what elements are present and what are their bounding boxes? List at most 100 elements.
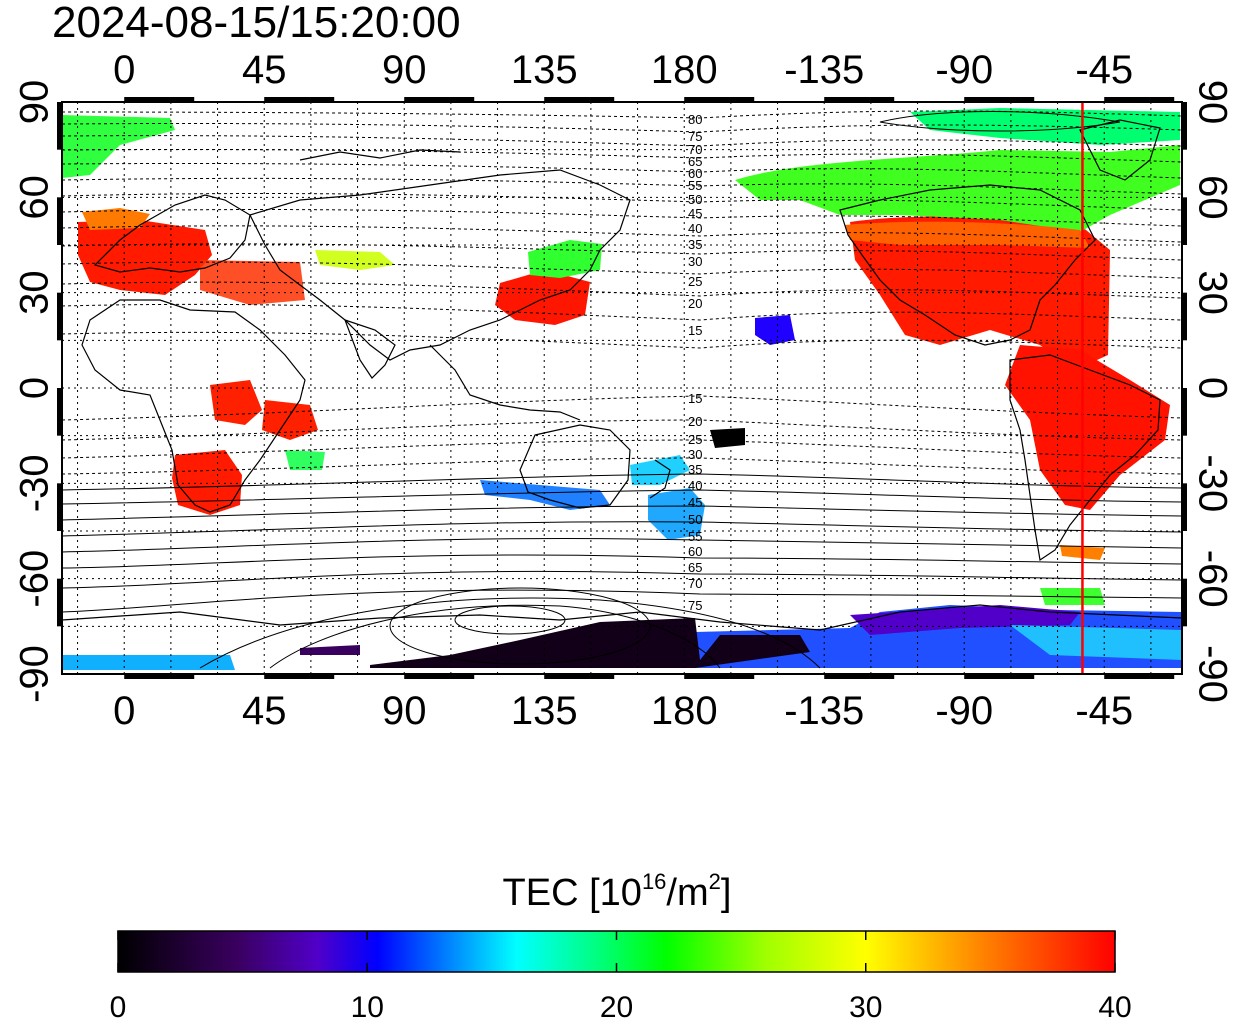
- dip-latitude-contours: [62, 110, 1182, 669]
- tec-europe: [78, 220, 212, 295]
- contour-label: 50: [688, 192, 702, 207]
- lon-tick-bottom: -90: [935, 689, 993, 733]
- lat-tick-left: 60: [13, 175, 57, 220]
- lat-tick-left: 90: [13, 80, 57, 125]
- frame-bar-left: [57, 578, 62, 627]
- lon-tick-bottom: 180: [651, 689, 718, 733]
- lon-tick-top: 90: [382, 48, 427, 92]
- frame-bar-bottom: [404, 674, 475, 679]
- tec-canada-green: [735, 145, 1180, 232]
- contour-label: 55: [688, 178, 702, 193]
- tec-europe-orange: [82, 208, 150, 230]
- asia-outline: [249, 169, 631, 361]
- frame-bar-top: [824, 97, 895, 102]
- lon-tick-top: -90: [935, 48, 993, 92]
- tec-canada-north: [910, 108, 1180, 145]
- contour-label: 25: [688, 432, 702, 447]
- colorbar-tick-label: 0: [110, 991, 127, 1021]
- lat-tick-left: -90: [13, 645, 57, 703]
- lat-tick-left: 0: [13, 377, 57, 399]
- axis-tick-labels: 0 45 90 135 180 -135 -90 -45 0 45 90 135 180 -135 -90 -…: [13, 48, 1235, 733]
- contour-labels: 8075706560555045403530252015152025303540…: [688, 112, 702, 613]
- frame-bar-left: [57, 388, 62, 436]
- nz-outline: [649, 459, 671, 499]
- contour-label: 50: [688, 512, 702, 527]
- india-outline: [343, 319, 396, 379]
- contour-label: 70: [688, 142, 702, 157]
- contour-label: 35: [688, 237, 702, 252]
- lon-tick-top: 180: [651, 48, 718, 92]
- contour-label: 45: [688, 206, 702, 221]
- frame-bar-bottom: [1104, 674, 1175, 679]
- lon-tick-top: -135: [784, 48, 864, 92]
- tec-green-patch-africa: [285, 450, 325, 470]
- tec-antarctic-purple2: [300, 645, 360, 655]
- frame-bar-bottom: [684, 674, 755, 679]
- tec-us-orange: [845, 221, 1090, 248]
- contour-label: 60: [688, 544, 702, 559]
- tec-greenland-west: [62, 115, 175, 178]
- frame-bar-right: [1182, 578, 1187, 627]
- axis-frame-bars: [57, 97, 1187, 679]
- map-title: 2024-08-15/15:20:00: [52, 0, 461, 47]
- contour-label: 40: [688, 478, 702, 493]
- frame-bar-bottom: [824, 674, 895, 679]
- europe-outline: [93, 194, 251, 273]
- frame-bar-left: [57, 483, 62, 531]
- coastlines: [62, 119, 1182, 631]
- contour-label: 30: [688, 447, 702, 462]
- lat-tick-right: 30: [1190, 270, 1234, 315]
- frame-bar-bottom: [544, 674, 615, 679]
- colorbar-label: TEC [1016/m2]: [503, 869, 732, 914]
- frame-bar-bottom: [964, 674, 1035, 679]
- contour-label: 20: [688, 414, 702, 429]
- lat-tick-right: 0: [1190, 377, 1234, 399]
- arctic-islands: [299, 149, 461, 161]
- frame-bar-right: [1182, 197, 1187, 245]
- australia-outline: [519, 424, 631, 509]
- colorbar-tick-label: 40: [1098, 991, 1131, 1021]
- colorbar-ticks: 0 10 20 30 40: [110, 931, 1132, 1021]
- colorbar-tick-label: 10: [351, 991, 384, 1021]
- contour-label: 40: [688, 221, 702, 236]
- contour-label: 65: [688, 560, 702, 575]
- frame-bar-left: [57, 292, 62, 341]
- frame-bar-top: [1104, 97, 1175, 102]
- frame-bar-bottom: [124, 674, 195, 679]
- africa-outline: [81, 299, 306, 513]
- tec-mideast: [200, 260, 305, 305]
- contour-label: 60: [688, 166, 702, 181]
- lon-tick-bottom: 90: [382, 689, 427, 733]
- contour-label: 25: [688, 274, 702, 289]
- contour-label: 20: [688, 296, 702, 311]
- lat-tick-right: 90: [1190, 80, 1234, 125]
- south-america-outline: [1009, 354, 1161, 562]
- colorbar: TEC [1016/m2] 0 10 20 30 40: [110, 869, 1132, 1021]
- antarctica-outline: [62, 604, 1182, 631]
- lat-tick-right: 60: [1190, 175, 1234, 220]
- colorbar-tick-label: 30: [849, 991, 882, 1021]
- lat-tick-right: -90: [1190, 645, 1234, 703]
- tec-antarctic-cyan: [1010, 625, 1182, 660]
- contour-label: 45: [688, 495, 702, 510]
- frame-bar-top: [124, 97, 195, 102]
- lat-tick-left: 30: [13, 270, 57, 315]
- se-asia-outline: [429, 344, 581, 421]
- contour-label: 15: [688, 391, 702, 406]
- lon-tick-top: 45: [242, 48, 287, 92]
- frame-bar-top: [964, 97, 1035, 102]
- contour-label: 80: [688, 112, 702, 127]
- tec-australia-east: [630, 455, 690, 485]
- contour-label: 65: [688, 154, 702, 169]
- tec-asia-yellow: [315, 250, 395, 270]
- lat-tick-left: -60: [13, 550, 57, 608]
- contour-label: 30: [688, 254, 702, 269]
- tec-south-africa: [172, 450, 242, 515]
- lon-tick-top: 135: [511, 48, 578, 92]
- greenland-outline: [1079, 119, 1161, 181]
- frame-bar-right: [1182, 102, 1187, 150]
- tec-japan-green: [528, 240, 602, 278]
- lon-tick-top: -45: [1075, 48, 1133, 92]
- tec-antarctic-purple: [850, 605, 1080, 635]
